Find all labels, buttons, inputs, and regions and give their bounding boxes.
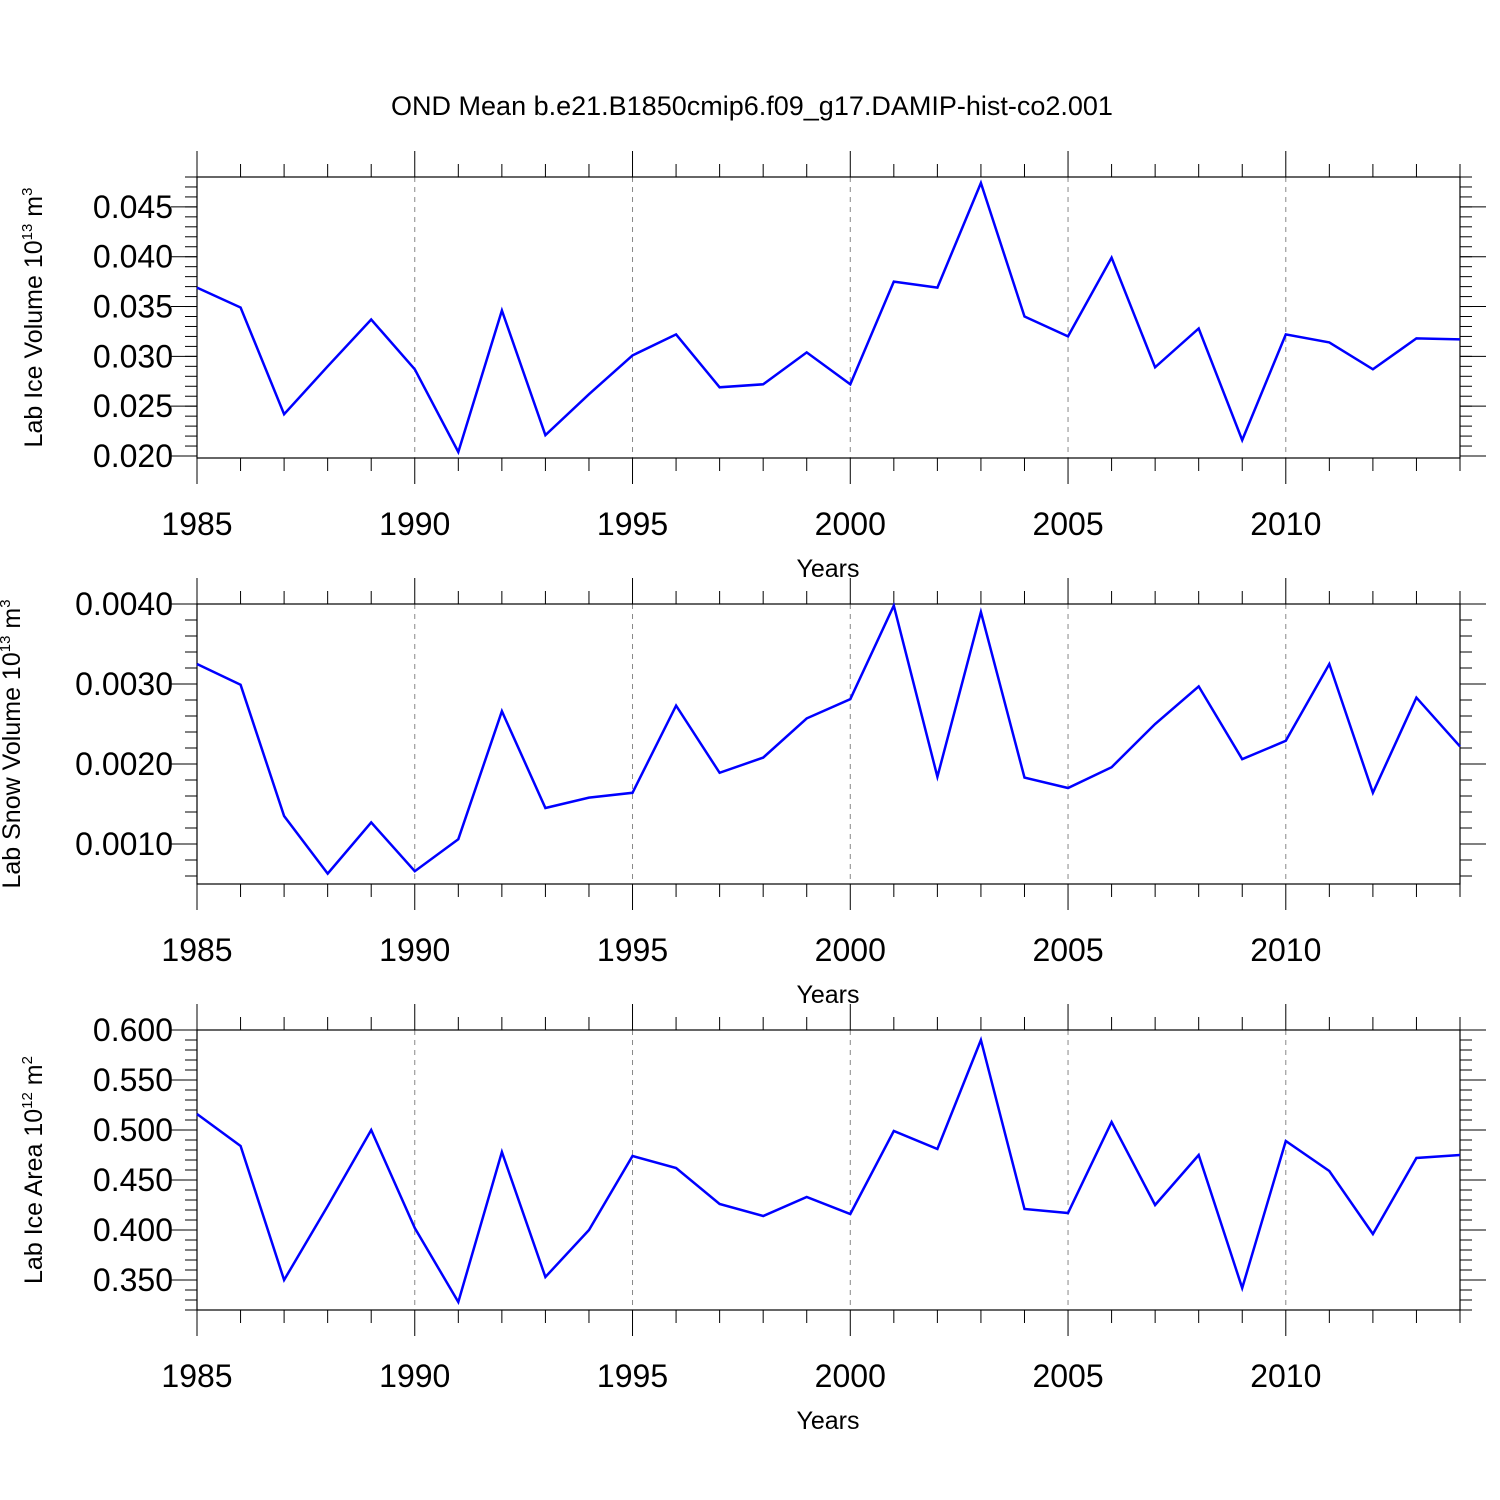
y-tick-label-1: 0.025	[93, 388, 173, 424]
x-tick-label-1990: 1990	[379, 506, 450, 542]
plot-frame	[196, 603, 1461, 885]
y-tick-label-0: 0.020	[93, 438, 173, 474]
y-tick-label-2: 0.0030	[75, 666, 173, 702]
plot-frame	[196, 176, 1461, 459]
y-axis-title-unit: m	[0, 608, 26, 636]
panel-snow-volume: 1985 1990 1995 2000 2005 2010 Years 0.0010 0.002…	[0, 578, 1486, 1009]
series-line	[196, 601, 1461, 876]
panel-ice-area: 1985 1990 1995 2000 2005 2010 Years 0.350 0.400 0…	[19, 1004, 1486, 1435]
panel-ice-volume: 1985 1990 1995 2000 2005 2010 Years 0.020 0.025 0…	[19, 151, 1486, 583]
y-axis-title-exponent: 13	[19, 224, 36, 241]
y-tick-label-1: 0.0020	[75, 746, 173, 782]
x-tick-label-2000: 2000	[815, 1358, 886, 1394]
y-tick-label-2: 0.450	[93, 1162, 173, 1198]
y-tick-label-0: 0.0010	[75, 826, 173, 862]
x-axis-title: Years	[796, 555, 859, 583]
y-axis-title-base: Lab Ice Volume 10	[20, 240, 48, 447]
y-axis-title-base: Lab Snow Volume 10	[0, 652, 26, 888]
x-tick-label-1985: 1985	[161, 1358, 232, 1394]
y-axis-title-unit-exponent: 2	[19, 1056, 36, 1064]
y-tick-label-5: 0.600	[93, 1012, 173, 1048]
y-tick-label-1: 0.400	[93, 1212, 173, 1248]
y-tick-label-3: 0.0040	[75, 586, 173, 622]
y-tick-label-4: 0.550	[93, 1062, 173, 1098]
y-axis-title-base: Lab Ice Area 10	[20, 1109, 48, 1284]
y-tick-label-2: 0.030	[93, 338, 173, 374]
series-line	[196, 179, 1461, 456]
x-tick-label-2005: 2005	[1032, 932, 1103, 968]
x-tick-label-2010: 2010	[1250, 1358, 1321, 1394]
y-axis-title: Lab Snow Volume 1013 m3	[0, 599, 26, 888]
x-tick-label-2010: 2010	[1250, 932, 1321, 968]
x-axis-title: Years	[796, 1407, 859, 1435]
y-axis-title: Lab Ice Area 1012 m2	[19, 1056, 48, 1284]
x-tick-label-1995: 1995	[597, 506, 668, 542]
y-tick-label-5: 0.045	[93, 189, 173, 225]
y-axis-title-unit-exponent: 3	[19, 188, 36, 196]
y-axis-title-unit: m	[20, 1064, 48, 1092]
x-tick-label-2000: 2000	[815, 506, 886, 542]
y-tick-label-0: 0.350	[93, 1262, 173, 1298]
y-axis-title-unit-exponent: 3	[0, 599, 14, 607]
plot-frame	[196, 1029, 1461, 1311]
x-tick-label-2005: 2005	[1032, 1358, 1103, 1394]
x-axis-title: Years	[796, 981, 859, 1009]
series-line	[196, 1035, 1461, 1306]
y-tick-label-3: 0.500	[93, 1112, 173, 1148]
y-tick-label-3: 0.035	[93, 289, 173, 325]
x-tick-label-1985: 1985	[161, 932, 232, 968]
x-tick-label-1985: 1985	[161, 506, 232, 542]
x-tick-label-1990: 1990	[379, 1358, 450, 1394]
y-tick-label-4: 0.040	[93, 239, 173, 275]
figure-title: OND Mean b.e21.B1850cmip6.f09_g17.DAMIP-…	[391, 91, 1113, 121]
x-tick-label-1990: 1990	[379, 932, 450, 968]
x-tick-label-2010: 2010	[1250, 506, 1321, 542]
x-tick-label-1995: 1995	[597, 1358, 668, 1394]
y-axis-title: Lab Ice Volume 1013 m3	[19, 188, 48, 448]
y-axis-title-exponent: 12	[19, 1092, 36, 1109]
y-axis-title-unit: m	[20, 196, 48, 224]
x-tick-label-2000: 2000	[815, 932, 886, 968]
x-tick-label-1995: 1995	[597, 932, 668, 968]
x-tick-label-2005: 2005	[1032, 506, 1103, 542]
y-axis-title-exponent: 13	[0, 636, 14, 653]
